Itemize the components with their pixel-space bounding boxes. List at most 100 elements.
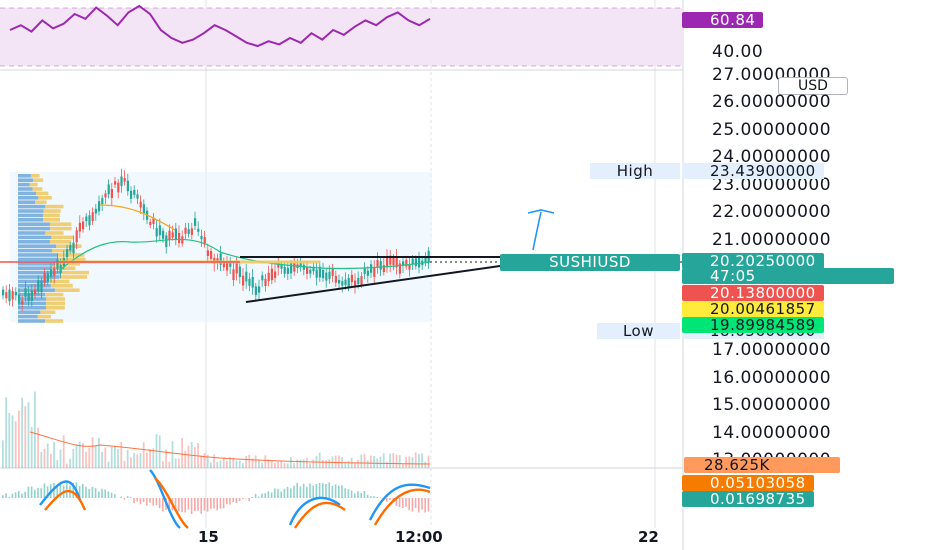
volume-profile-bar-blue <box>18 248 53 253</box>
candle-body <box>373 267 376 277</box>
volume-profile-bar-blue <box>18 231 46 235</box>
volume-bar <box>30 427 33 468</box>
candle-body <box>50 269 53 277</box>
candle-body <box>158 225 161 236</box>
candle-body <box>270 268 273 281</box>
macd-histogram-bar <box>120 496 122 498</box>
price-tick: 25.00000000 <box>712 120 832 140</box>
volume-profile-bar-yellow <box>40 310 56 314</box>
volume-profile-bar-yellow <box>36 191 49 196</box>
candle-body <box>88 215 91 226</box>
macd-histogram-bar <box>347 489 350 498</box>
macd-histogram-bar <box>114 494 116 498</box>
volume-bar <box>306 458 308 468</box>
macd-histogram-bar <box>267 491 270 498</box>
macd-histogram-bar <box>194 498 196 512</box>
candle-body <box>376 260 379 267</box>
volume-bar <box>82 443 84 468</box>
volume-profile-bar-blue <box>18 209 44 213</box>
candle-body <box>142 204 145 214</box>
candle-body <box>117 182 120 193</box>
macd-histogram-bar <box>158 498 161 509</box>
candle-body <box>293 262 296 272</box>
candle-body <box>382 265 385 272</box>
candle-body <box>194 218 197 226</box>
candle-body <box>187 229 190 234</box>
candle-body <box>162 230 165 239</box>
volume-bar <box>14 421 17 468</box>
macd-histogram-bar <box>229 498 231 505</box>
breakout-arrow <box>532 211 542 251</box>
macd-histogram-bar <box>328 482 330 498</box>
volume-bar <box>322 459 324 468</box>
candle-body <box>334 275 337 283</box>
macd-histogram-bar <box>91 486 94 498</box>
volume-profile-bar-yellow <box>38 196 52 200</box>
candle-body <box>104 193 107 198</box>
candle-body <box>72 242 75 254</box>
volume-bar <box>235 460 238 468</box>
volume-profile-bar-yellow <box>49 240 72 244</box>
ticker-label[interactable]: SUSHIUSD <box>500 254 680 271</box>
rsi-band <box>0 8 683 66</box>
volume-profile-bar-yellow <box>59 275 88 279</box>
macd-histogram-bar <box>293 485 295 498</box>
volume-bar <box>187 445 190 468</box>
high-marker-label: High <box>590 163 680 179</box>
volume-bar <box>302 459 305 468</box>
macd-histogram-bar <box>72 482 74 498</box>
candle-body <box>395 256 398 268</box>
volume-bar <box>174 458 177 468</box>
volume-bar <box>360 454 363 468</box>
macd-histogram-bar <box>136 498 138 502</box>
macd-histogram-bar <box>242 498 244 500</box>
volume-bar <box>120 441 123 468</box>
volume-bar <box>414 452 417 468</box>
candle-body <box>171 232 174 238</box>
macd-histogram-bar <box>424 498 426 513</box>
volume-bar <box>421 453 423 468</box>
macd-histogram-bar <box>18 490 20 498</box>
volume-bar <box>370 455 372 468</box>
volume-bar <box>283 463 286 468</box>
macd-histogram-bar <box>277 488 279 498</box>
macd-histogram-bar <box>101 488 103 498</box>
candle-body <box>34 289 37 295</box>
macd-histogram-bar <box>226 498 228 505</box>
candle-body <box>325 272 328 281</box>
candle-body <box>8 289 11 302</box>
volume-profile-bar-blue <box>18 222 51 226</box>
volume-profile-bar-blue <box>18 262 56 266</box>
volume-bar <box>194 447 196 468</box>
volume-bar <box>261 462 263 468</box>
volume-profile-bar-yellow <box>57 253 85 257</box>
volume-profile-bar-blue <box>18 266 53 270</box>
volume-bar <box>98 438 100 468</box>
volume-bar <box>264 455 267 468</box>
macd-histogram-bar <box>178 498 180 512</box>
macd-histogram-bar <box>408 498 410 511</box>
volume-profile-bar-blue <box>18 200 36 204</box>
volume-bar <box>165 449 167 468</box>
macd-histogram-bar <box>331 485 334 498</box>
macd-histogram-bar <box>187 498 190 510</box>
candle-body <box>40 280 43 293</box>
macd-histogram-bar <box>302 483 305 498</box>
volume-bar <box>296 459 299 468</box>
currency-unit-button[interactable]: USD <box>778 77 848 95</box>
macd-histogram-bar <box>155 498 158 506</box>
price-tick: 17.00000000 <box>712 340 832 360</box>
volume-profile-bar-blue <box>18 235 52 240</box>
candle-body <box>37 280 40 292</box>
candle-body <box>283 267 286 274</box>
macd-histogram-bar <box>34 489 36 498</box>
macd-histogram-bar <box>162 498 164 512</box>
volume-profile-bar-yellow <box>45 231 64 235</box>
volume-bar <box>251 458 254 468</box>
candle-body <box>114 181 117 185</box>
macd-histogram-bar <box>11 493 14 498</box>
volume-profile-bar-yellow <box>33 178 44 182</box>
macd-histogram-bar <box>184 498 186 513</box>
volume-bar <box>78 441 81 468</box>
